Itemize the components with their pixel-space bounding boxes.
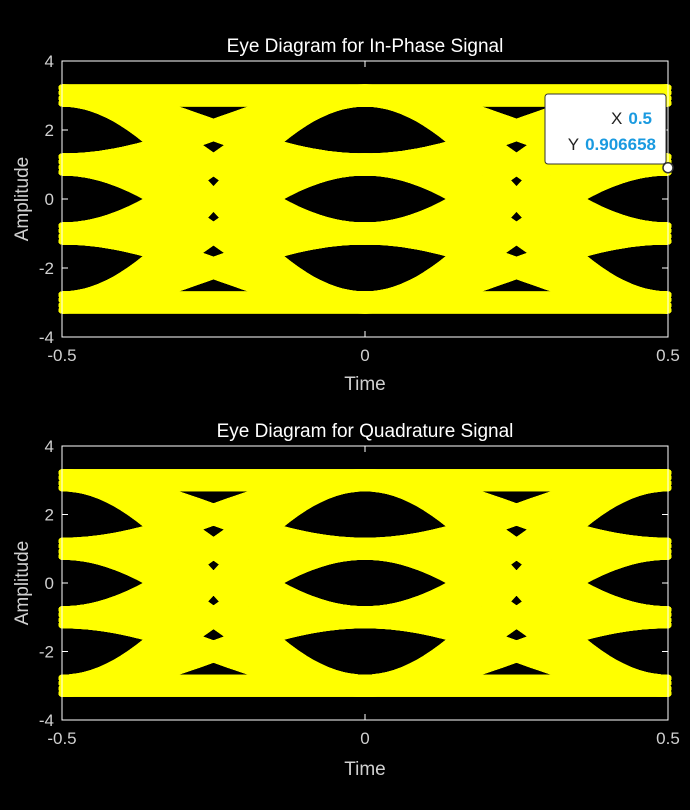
datatip-x-value: 0.5 <box>628 109 652 128</box>
tick-marks <box>61 60 669 338</box>
eye-trace <box>58 484 672 560</box>
tick-marks <box>61 445 669 721</box>
y-axis-label: Amplitude <box>12 157 33 242</box>
tick-labels: -0.5 0 0.5 -4 -2 0 2 4 <box>39 437 680 748</box>
quadrature-eye-diagram: -0.5 0 0.5 -4 -2 0 2 4 Eye Diagram for Quadratu… <box>12 421 680 780</box>
datatip-y-label: Y <box>568 135 579 154</box>
x-tick-label: -0.5 <box>47 346 76 365</box>
datatip-marker[interactable] <box>662 161 674 174</box>
datatip-y-value: 0.906658 <box>585 135 656 154</box>
datatip-y-row: Y 0.906658 <box>568 135 656 154</box>
eye-traces <box>58 469 672 697</box>
y-tick-label: 0 <box>45 190 54 209</box>
eye-trace <box>58 479 672 624</box>
x-tick-label: 0 <box>360 346 369 365</box>
y-tick-label: -4 <box>39 328 54 347</box>
chart-title: Eye Diagram for In-Phase Signal <box>227 36 504 57</box>
datatip[interactable]: X 0.5 Y 0.906658 <box>544 93 674 174</box>
x-tick-label: 0.5 <box>656 346 680 365</box>
y-tick-label: -4 <box>39 711 54 730</box>
y-tick-label: 4 <box>45 52 54 71</box>
chart-title: Eye Diagram for Quadrature Signal <box>217 421 514 442</box>
y-tick-label: 0 <box>45 574 54 593</box>
tick-labels: -0.5 0 0.5 -4 -2 0 2 4 <box>39 52 680 365</box>
eye-trace <box>58 474 672 618</box>
x-axis-label: Time <box>344 759 386 780</box>
x-axis-label: Time <box>344 374 386 395</box>
x-tick-label: -0.5 <box>47 729 76 748</box>
x-tick-label: 0.5 <box>656 729 680 748</box>
y-axis-label: Amplitude <box>12 541 33 626</box>
eye-trace <box>58 474 672 550</box>
y-tick-label: 2 <box>45 506 54 525</box>
x-tick-label: 0 <box>360 729 369 748</box>
eye-trace <box>58 479 672 555</box>
y-tick-label: 4 <box>45 437 54 456</box>
y-tick-label: 2 <box>45 121 54 140</box>
datatip-x-row: X 0.5 <box>611 109 652 128</box>
datatip-box <box>544 93 667 165</box>
y-tick-label: -2 <box>39 643 54 662</box>
in-phase-eye-diagram: -0.5 0 0.5 -4 -2 0 2 4 Eye Diagram for In-Phase… <box>12 36 680 395</box>
y-tick-label: -2 <box>39 259 54 278</box>
datatip-x-label: X <box>611 109 622 128</box>
